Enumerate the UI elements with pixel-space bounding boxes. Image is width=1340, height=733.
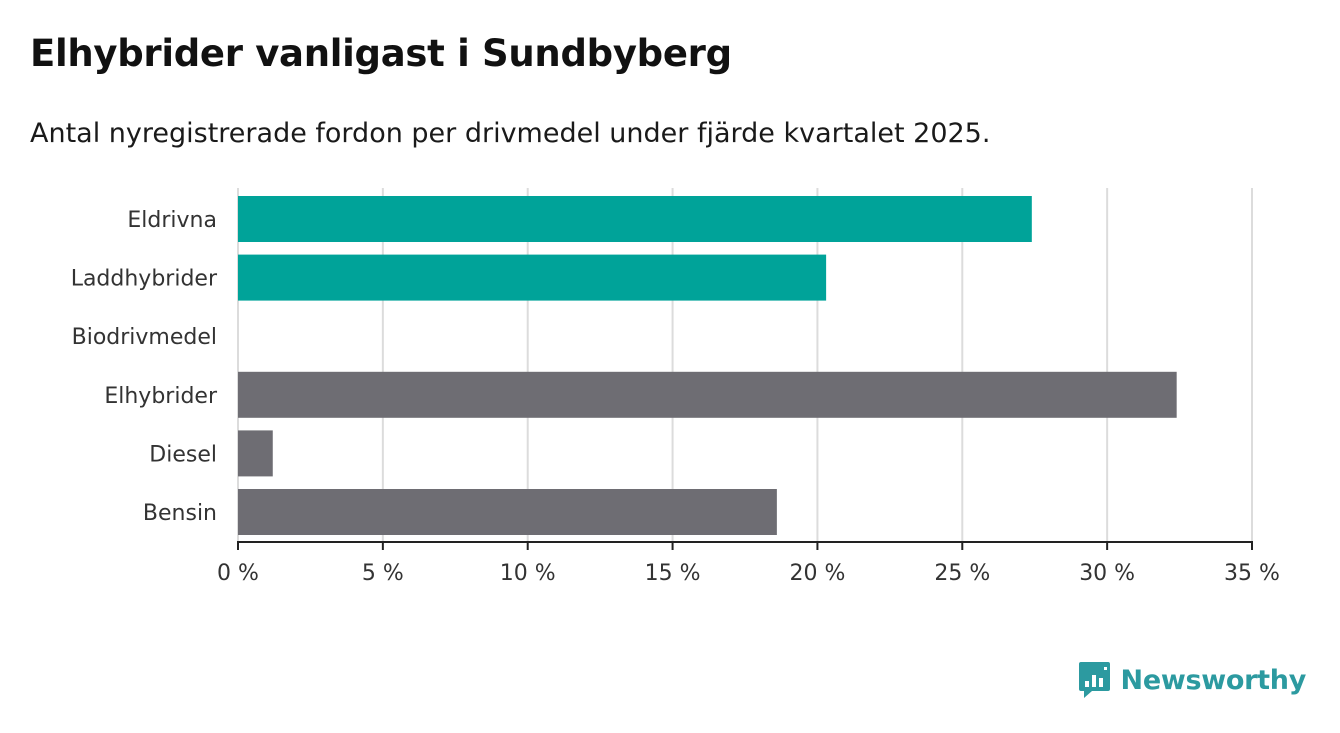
x-tick-label: 35 %	[1224, 561, 1280, 586]
bar-diesel	[238, 430, 273, 477]
bar-bensin	[238, 489, 777, 535]
category-label: Diesel	[149, 442, 217, 467]
x-tick-label: 30 %	[1079, 561, 1135, 586]
category-labels: Eldrivna Laddhybrider Biodrivmedel Elhybrid…	[71, 208, 218, 526]
x-tick-label: 15 %	[645, 561, 701, 586]
bar-chart: 0 % 5 % 10 % 15 % 20 % 25 % 30 % 35 % Eldrivna L…	[71, 188, 1280, 586]
grid-lines	[237, 188, 1253, 542]
brand-name: Newsworthy	[1120, 664, 1307, 696]
bar-eldrivna	[238, 196, 1032, 242]
chart-subtitle: Antal nyregistrerade fordon per drivmede…	[30, 118, 991, 149]
chart-title: Elhybrider vanligast i Sundbyberg	[30, 32, 732, 75]
category-label: Bensin	[143, 501, 217, 526]
x-axis: 0 % 5 % 10 % 15 % 20 % 25 % 30 % 35 %	[217, 541, 1280, 586]
brand-logo: Newsworthy	[1078, 661, 1306, 699]
x-tick-label: 0 %	[217, 561, 259, 586]
x-tick-label: 25 %	[934, 561, 990, 586]
x-tick-label: 10 %	[500, 561, 556, 586]
bar-elhybrider	[238, 371, 1177, 418]
category-label: Biodrivmedel	[72, 325, 217, 350]
category-label: Elhybrider	[104, 384, 218, 409]
x-tick-label: 5 %	[362, 561, 404, 586]
bars	[238, 196, 1177, 535]
bar-chart-speech-bubble-icon	[1078, 662, 1110, 698]
x-tick-label: 20 %	[789, 561, 845, 586]
category-label: Eldrivna	[127, 208, 217, 233]
bar-laddhybrider	[238, 254, 827, 301]
category-label: Laddhybrider	[71, 267, 218, 292]
